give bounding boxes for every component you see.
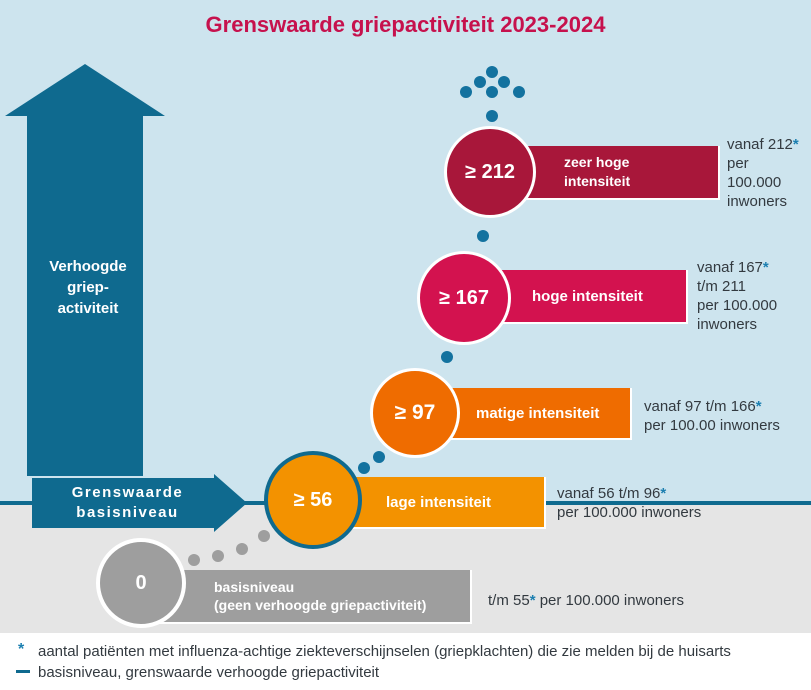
- legend-area: [0, 633, 811, 690]
- top-dot: [460, 86, 472, 98]
- level-label-basis-line-1: basisniveau: [214, 579, 295, 595]
- level-circle-laag: ≥ 56: [264, 451, 362, 549]
- asterisk-icon: *: [529, 592, 536, 609]
- level-desc-hoog-line-1: vanaf 167: [697, 259, 763, 276]
- level-label-basis: basisniveau (geen verhoogde griepactivit…: [150, 570, 472, 624]
- legend-star-text: aantal patiënten met influenza-achtige z…: [38, 643, 731, 660]
- level-desc-hoog-line-4: inwoners: [697, 316, 758, 333]
- right-arrow-label-line-1: Grenswaarde: [71, 484, 184, 501]
- level-desc-matig: vanaf 97 t/m 166* per 100.00 inwoners: [644, 397, 780, 435]
- level-circle-basis: 0: [96, 538, 186, 628]
- right-arrow-label-line-2: basisniveau: [76, 504, 179, 521]
- level-desc-laag-line-2: per 100.000 inwoners: [557, 504, 702, 521]
- level-circle-hoog-value: ≥ 167: [439, 286, 489, 309]
- level-label-basis-line-2: (geen verhoogde griepactiviteit): [214, 597, 427, 613]
- level-desc-matig-line-2: per 100.00 inwoners: [644, 417, 780, 434]
- step-dot: [373, 451, 385, 463]
- page-title: Grenswaarde griepactiviteit 2023-2024: [205, 12, 606, 37]
- level-desc-matig-line-1: vanaf 97 t/m 166: [644, 398, 756, 415]
- level-label-matig-text: matige intensiteit: [476, 404, 600, 422]
- level-desc-laag-line-1: vanaf 56 t/m 96: [557, 485, 661, 502]
- level-label-zeerhoog-line-1: zeer hoge: [564, 154, 630, 170]
- asterisk-icon: *: [762, 259, 769, 276]
- level-desc-hoog-line-2: t/m 211: [697, 278, 746, 295]
- level-desc-basis: t/m 55* per 100.000 inwoners: [488, 591, 684, 610]
- level-desc-hoog: vanaf 167* t/m 211 per 100.000 inwoners: [697, 258, 777, 334]
- step-dot: [477, 230, 489, 242]
- top-dot: [486, 86, 498, 98]
- step-dot: [258, 530, 270, 542]
- up-arrow-label-line-3: activiteit: [57, 300, 119, 317]
- step-dot: [236, 543, 248, 555]
- level-desc-basis-line-2: per 100.000 inwoners: [535, 592, 684, 609]
- level-circle-basis-value: 0: [135, 571, 147, 594]
- level-label-hoog-text: hoge intensiteit: [532, 287, 643, 305]
- level-circle-zeerhoog-value: ≥ 212: [465, 160, 515, 183]
- step-dot: [188, 554, 200, 566]
- legend-asterisk-icon: *: [18, 641, 25, 658]
- level-desc-hoog-line-3: per 100.000: [697, 297, 778, 314]
- up-arrow-label-line-2: griep-: [67, 279, 109, 296]
- level-desc-zeerhoog-line-3: 100.000: [727, 174, 782, 191]
- right-arrow-icon: [32, 474, 247, 532]
- top-dot: [486, 66, 498, 78]
- legend-line-icon: [16, 670, 30, 673]
- legend-line-text: basisniveau, grenswaarde verhoogde griep…: [38, 664, 380, 681]
- step-dot: [441, 351, 453, 363]
- level-circle-laag-value: ≥ 56: [293, 488, 333, 511]
- up-arrow-label: Verhoogde griep- activiteit: [32, 256, 144, 319]
- level-desc-zeerhoog-line-2: per: [727, 155, 749, 172]
- step-dot: [212, 550, 224, 562]
- top-dot: [513, 86, 525, 98]
- right-arrow-label: Grenswaarde basisniveau: [40, 483, 215, 523]
- level-desc-laag: vanaf 56 t/m 96* per 100.000 inwoners: [557, 484, 701, 522]
- top-dot: [498, 76, 510, 88]
- top-dot: [474, 76, 486, 88]
- level-desc-basis-line-1: t/m 55: [488, 592, 530, 609]
- level-desc-zeerhoog: vanaf 212* per 100.000 inwoners: [727, 135, 799, 211]
- level-label-laag-text: lage intensiteit: [386, 493, 492, 511]
- asterisk-icon: *: [755, 398, 762, 415]
- level-desc-zeerhoog-line-1: vanaf 212: [727, 136, 793, 153]
- level-label-zeerhoog-line-2: intensiteit: [564, 173, 631, 189]
- level-circle-zeerhoog: ≥ 212: [444, 126, 536, 218]
- asterisk-icon: *: [792, 136, 799, 153]
- up-arrow-icon: [5, 64, 165, 476]
- step-dot: [358, 462, 370, 474]
- level-circle-hoog: ≥ 167: [417, 251, 511, 345]
- level-circle-matig-value: ≥ 97: [394, 401, 436, 424]
- top-dot: [486, 110, 498, 122]
- level-desc-zeerhoog-line-4: inwoners: [727, 193, 788, 210]
- up-arrow-label-line-1: Verhoogde: [49, 258, 127, 275]
- level-circle-matig: ≥ 97: [370, 368, 460, 458]
- asterisk-icon: *: [660, 485, 667, 502]
